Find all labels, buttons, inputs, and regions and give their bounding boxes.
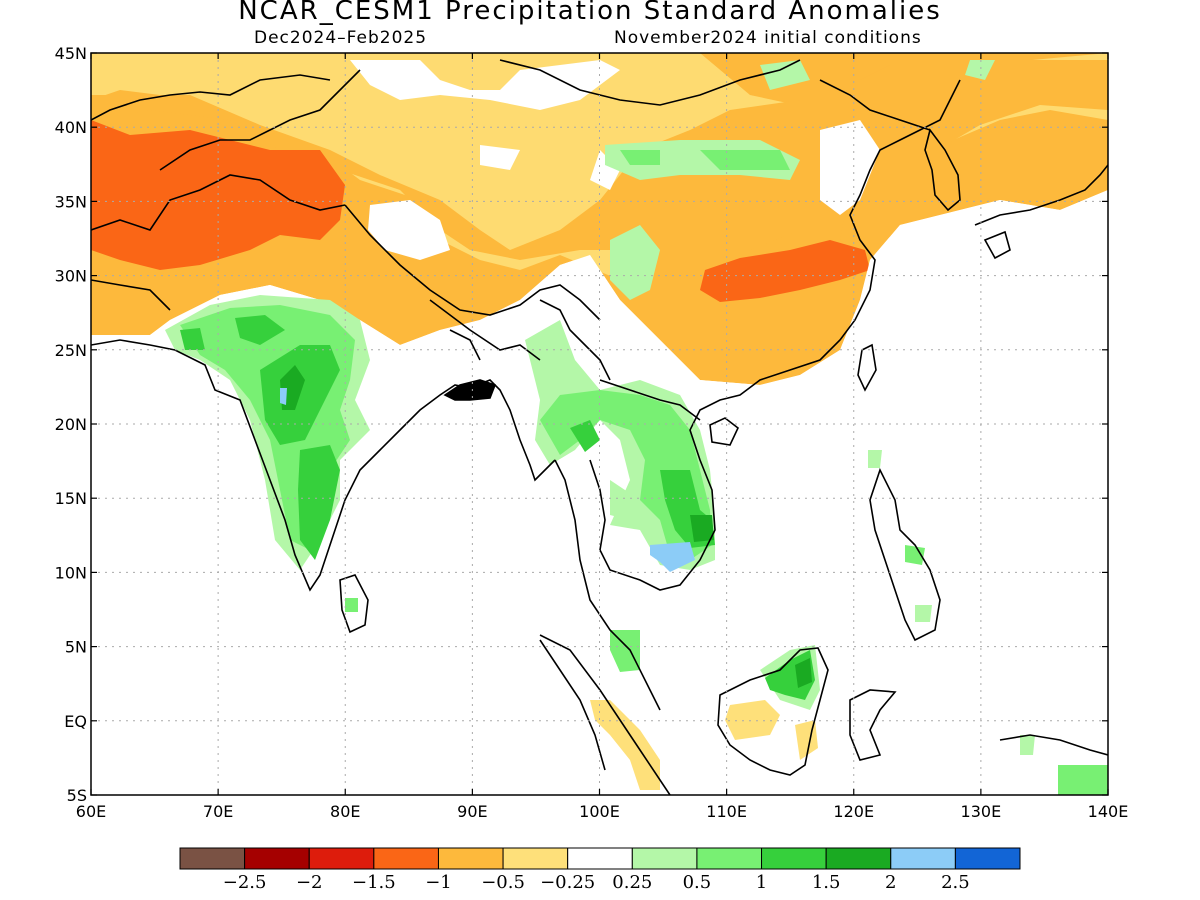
latitude-tick-label: 5N <box>65 638 87 657</box>
colorbar-swatch <box>825 847 892 870</box>
initial-conditions: November2024 initial conditions <box>614 28 922 48</box>
latitude-tick-label: 45N <box>55 44 87 63</box>
longitude-labels: 60E 70E 80E 90E 100E 110E 120E 130E 140E <box>76 802 1129 821</box>
latitude-tick-label: EQ <box>64 712 87 731</box>
coastlines <box>91 59 1108 795</box>
colorbar-swatch <box>696 847 763 870</box>
colorbar-swatch <box>502 847 569 870</box>
longitude-tick-label: 120E <box>833 802 874 821</box>
colorbar-label: −2 <box>296 872 323 893</box>
longitude-tick-label: 110E <box>706 802 747 821</box>
colorbar <box>179 847 1021 870</box>
latitude-tick-label: 25N <box>55 341 87 360</box>
latitude-tick-label: 20N <box>55 415 87 434</box>
latitude-tick-label: 35N <box>55 192 87 211</box>
colorbar-label: 2.5 <box>941 872 970 893</box>
longitude-tick-label: 130E <box>961 802 1002 821</box>
longitude-tick-label: 70E <box>203 802 233 821</box>
colorbar-label: 0.5 <box>683 872 712 893</box>
longitude-tick-label: 100E <box>579 802 620 821</box>
colorbar-swatch <box>244 847 310 870</box>
graticule <box>91 53 1108 795</box>
axis-ticks <box>90 52 1109 796</box>
dry-region-borneo-sw <box>725 700 780 740</box>
latitude-labels: 5S EQ 5N 10N 15N 20N 25N 30N 35N 40N 45N <box>55 44 87 805</box>
colorbar-label: −2.5 <box>223 872 267 893</box>
strong-dry-yangtze <box>700 240 870 302</box>
longitude-tick-label: 60E <box>76 802 106 821</box>
colorbar-label: 1 <box>756 872 767 893</box>
colorbar-swatch <box>954 847 1021 870</box>
colorbar-swatch <box>567 847 633 870</box>
longitude-tick-label: 80E <box>330 802 360 821</box>
colorbar-label: −1.5 <box>352 872 396 893</box>
colorbar-swatch <box>437 847 504 870</box>
longitude-tick-label: 90E <box>457 802 487 821</box>
colorbar-label: 0.25 <box>612 872 652 893</box>
map-title: NCAR_CESM1 Precipitation Standard Anomal… <box>238 0 942 26</box>
forecast-period: Dec2024–Feb2025 <box>254 28 428 48</box>
colorbar-swatch <box>308 847 375 870</box>
latitude-tick-label: 5S <box>67 786 87 805</box>
colorbar-label: 1.5 <box>812 872 841 893</box>
colorbar-swatch <box>631 847 698 870</box>
longitude-tick-label: 140E <box>1088 802 1129 821</box>
colorbar-swatch <box>373 847 439 870</box>
latitude-tick-label: 30N <box>55 267 87 286</box>
colorbar-label: −1 <box>425 872 452 893</box>
colorbar-label: −0.25 <box>540 872 595 893</box>
colorbar-label: −0.5 <box>481 872 525 893</box>
colorbar-swatch <box>761 847 827 870</box>
latitude-tick-label: 40N <box>55 118 87 137</box>
colorbar-swatch <box>890 847 956 870</box>
latitude-tick-label: 15N <box>55 489 87 508</box>
colorbar-labels: −2.5 −2 −1.5 −1 −0.5 −0.25 0.25 0.5 1 1.5 2 2.5 <box>223 872 970 893</box>
colorbar-swatch <box>179 847 246 870</box>
colorbar-label: 2 <box>885 872 896 893</box>
latitude-tick-label: 10N <box>55 563 87 582</box>
